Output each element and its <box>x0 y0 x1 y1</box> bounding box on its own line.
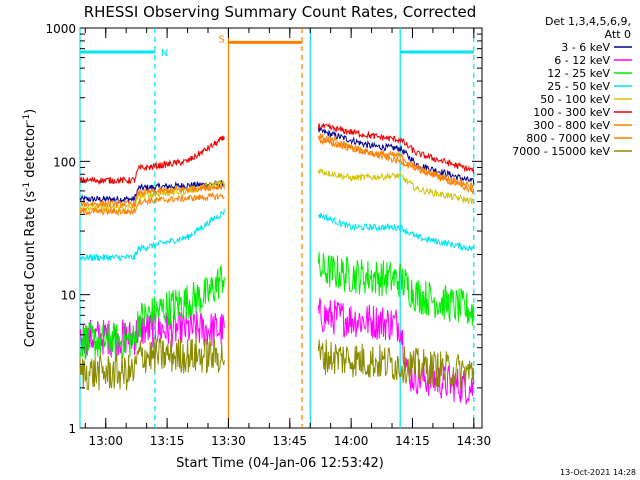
legend-label-1: 3 - 6 keV <box>561 41 610 54</box>
y-tick-label-1: 1 <box>68 422 76 436</box>
bars-layer: NS <box>80 34 474 59</box>
series-line-7-seg-2 <box>317 133 475 189</box>
series-line-9-seg-2 <box>317 339 475 390</box>
legend-label-9: 7000 - 15000 keV <box>512 145 610 158</box>
x-tick-label-1415: 14:15 <box>395 434 430 448</box>
y-axis-label-mid: detector <box>23 122 38 182</box>
legend-label-6: 100 - 300 keV <box>533 106 610 119</box>
series-line-6-seg-1 <box>79 135 225 186</box>
x-tick-label-1330: 13:30 <box>211 434 246 448</box>
footer-timestamp: 13-Oct-2021 14:28 <box>560 468 636 477</box>
y-tick-label-1000: 1000 <box>45 22 76 36</box>
y-axis-label: Corrected Count Rate (s-1 detector-1) <box>22 109 38 347</box>
series-line-6-seg-2 <box>317 122 475 174</box>
series-line-3-seg-1 <box>79 265 225 361</box>
series-layer <box>79 122 475 405</box>
legend-label-2: 6 - 12 keV <box>554 54 610 67</box>
legend-header-line-2: Att 0 <box>605 28 631 41</box>
series-line-1-seg-2 <box>317 126 475 185</box>
series-line-2-seg-2 <box>317 297 475 405</box>
series-line-4-seg-1 <box>79 208 225 262</box>
y-axis-label-end: ) <box>23 109 38 114</box>
legend-label-3: 12 - 25 keV <box>547 67 610 80</box>
series-line-8-seg-1 <box>79 192 225 217</box>
x-tick-label-1345: 13:45 <box>272 434 307 448</box>
x-tick-label-1400: 14:00 <box>334 434 369 448</box>
ticks-layer: 1 10 100 1000 13:00 13:15 13:30 13:45 14:00 14:15… <box>45 22 491 448</box>
y-axis-label-sup1: -1 <box>22 182 32 191</box>
y-axis-label-main: Corrected Count Rate (s <box>23 191 38 348</box>
legend-label-5: 50 - 100 keV <box>540 93 610 106</box>
legend-header-line-1: Det 1,3,4,5,6,9, <box>545 15 631 28</box>
x-axis-label: Start Time (04-Jan-06 12:53:42) <box>176 456 384 471</box>
series-line-5-seg-2 <box>317 168 475 205</box>
flag-label-S: S <box>218 34 224 45</box>
series-line-3-seg-2 <box>317 252 475 326</box>
legend-label-7: 300 - 800 keV <box>533 119 610 132</box>
y-tick-label-10: 10 <box>61 289 76 303</box>
x-tick-label-1315: 13:15 <box>150 434 185 448</box>
x-tick-label-1300: 13:00 <box>88 434 123 448</box>
series-line-4-seg-2 <box>317 212 475 252</box>
series-line-7-seg-1 <box>79 183 225 209</box>
y-axis-label-sup2: -1 <box>22 114 32 123</box>
flag-label-N: N <box>161 48 168 59</box>
x-tick-label-1430: 14:30 <box>457 434 492 448</box>
series-line-8-seg-2 <box>317 136 475 194</box>
series-line-9-seg-1 <box>79 337 225 391</box>
chart-title: RHESSI Observing Summary Count Rates, Co… <box>84 3 477 21</box>
y-tick-label-100: 100 <box>53 155 76 169</box>
legend-label-8: 800 - 7000 keV <box>526 132 610 145</box>
legend-label-4: 25 - 50 keV <box>547 80 610 93</box>
